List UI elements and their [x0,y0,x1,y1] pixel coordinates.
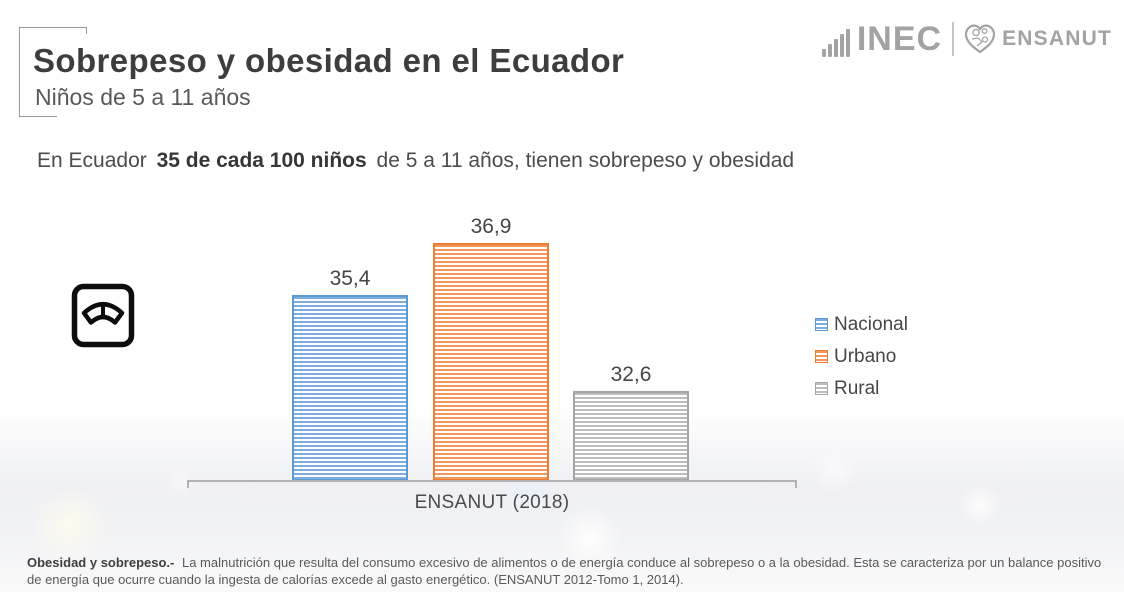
legend-swatch-icon [815,382,828,395]
x-axis-line [187,480,797,488]
footnote-term: Obesidad y sobrepeso.- [27,555,175,570]
footnote-text: La malnutrición que resulta del consumo … [27,555,1102,587]
footnote: Obesidad y sobrepeso.- La malnutrición q… [27,554,1105,588]
page-subtitle: Niños de 5 a 11 años [35,84,251,110]
legend-item-rural: Rural [815,378,908,399]
legend-swatch-icon [815,318,828,331]
bar-nacional: 35,4 [292,267,408,481]
legend-item-nacional: Nacional [815,314,908,335]
page-title: Sobrepeso y obesidad en el Ecuador [33,42,625,79]
ensanut-logo-text: ENSANUT [1002,27,1112,50]
header-logos: INEC ENSANUT [821,18,1112,60]
legend-label: Urbano [834,345,897,367]
logo-divider [952,22,955,56]
x-axis-label: ENSANUT (2018) [414,492,570,513]
legend-item-urbano: Urbano [815,346,908,367]
statement-highlight: 35 de cada 100 niños [156,149,367,172]
bar-rural: 32,6 [573,363,689,481]
bar-urbano: 36,9 [433,215,549,481]
statement-prefix: En Ecuador [37,149,153,172]
bar-value-label: 32,6 [610,363,652,387]
bar-value-label: 36,9 [470,214,512,238]
key-statement: En Ecuador 35 de cada 100 niños de 5 a 1… [37,149,794,173]
inec-bars-icon [821,27,852,57]
title-bracket-decoration [19,27,87,117]
ensanut-heart-icon [964,24,996,54]
weight-scale-icon [71,283,135,348]
bar-value-label: 35,4 [329,266,371,290]
legend-swatch-icon [815,350,828,363]
legend-label: Rural [834,377,880,399]
statement-suffix: de 5 a 11 años, tienen sobrepeso y obesi… [370,149,795,172]
inec-logo-text: INEC [856,20,943,58]
chart-legend: Nacional Urbano Rural [815,314,908,410]
legend-label: Nacional [834,313,908,335]
background-texture [0,410,1124,592]
